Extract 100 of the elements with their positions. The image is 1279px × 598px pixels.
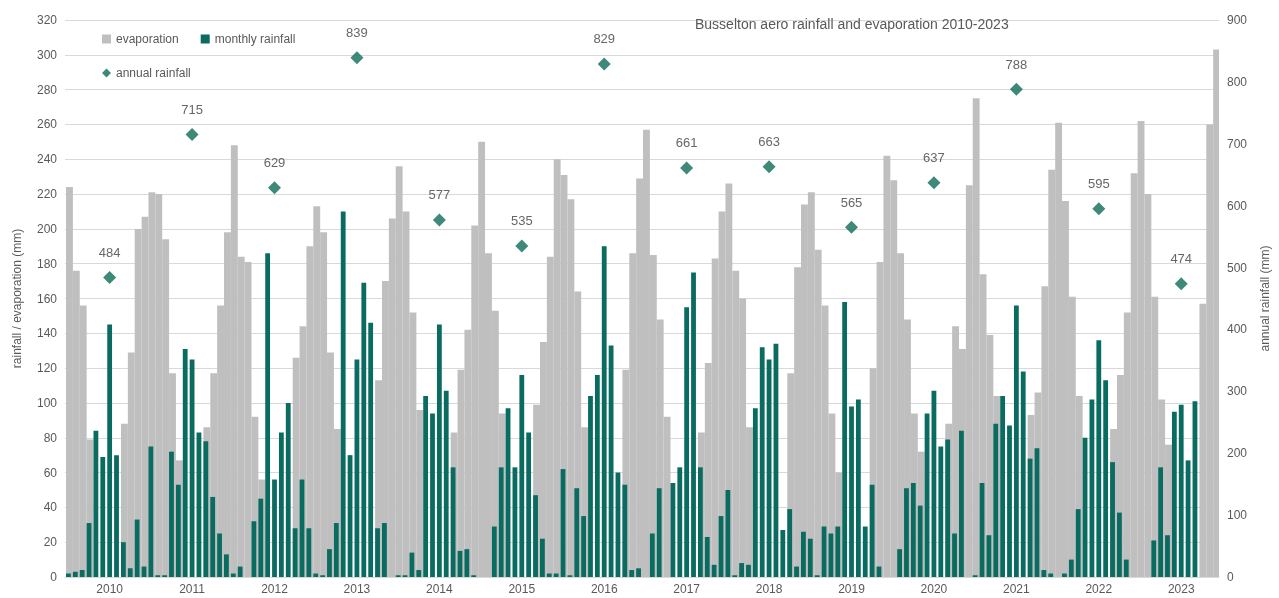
bar (539, 538, 545, 577)
bar (450, 467, 456, 577)
point (762, 160, 776, 174)
y-tick-label: 240 (36, 152, 58, 167)
bar (1075, 509, 1081, 577)
bar (443, 390, 449, 577)
y-tick-label: 160 (36, 291, 58, 306)
bar (945, 439, 951, 577)
point (515, 239, 529, 253)
bar (1116, 512, 1122, 577)
point (680, 161, 694, 175)
bar (986, 535, 992, 577)
bar (79, 570, 85, 577)
y-tick-label: 0 (50, 570, 58, 584)
y-tick-label: 80 (43, 430, 58, 445)
bar (533, 495, 538, 577)
bar (711, 564, 717, 577)
data-label: 535 (510, 213, 533, 229)
point (432, 213, 446, 227)
x-tick-label: 2012 (261, 582, 289, 596)
bar (114, 455, 119, 577)
bar (835, 526, 841, 577)
bar (436, 324, 442, 577)
point (927, 176, 941, 190)
bar (1007, 425, 1012, 577)
bar (1103, 380, 1109, 577)
bar (491, 526, 497, 577)
bar (203, 441, 209, 577)
bar (807, 538, 813, 577)
bar (430, 413, 435, 577)
chart-title: Busselton aero rainfall and evaporation 2010-2023 (695, 16, 1009, 32)
bar (938, 446, 944, 577)
bar (801, 531, 806, 577)
bar (368, 322, 374, 577)
x-tick-label: 2018 (755, 582, 783, 596)
x-tick-label: 2015 (508, 582, 536, 596)
data-label: 565 (840, 194, 863, 210)
bar (725, 489, 731, 577)
bar (423, 395, 429, 577)
bar (416, 570, 422, 577)
bar (251, 521, 257, 577)
bar (855, 399, 861, 577)
bar (1123, 559, 1129, 577)
point (1174, 277, 1188, 291)
bar (409, 552, 415, 577)
legend-label: evaporation (116, 32, 179, 46)
bar (601, 246, 607, 577)
bar (794, 566, 799, 577)
bar (581, 516, 587, 577)
y2-tick-label: 400 (1227, 322, 1248, 337)
x-tick-label: 2014 (426, 582, 454, 596)
bar (72, 571, 78, 577)
y2-tick-label: 500 (1227, 260, 1248, 275)
data-label: 788 (1005, 56, 1028, 72)
point (1092, 202, 1106, 216)
y-tick-label: 20 (43, 535, 58, 550)
bar (107, 324, 113, 577)
bar (691, 272, 696, 577)
bar (265, 253, 271, 577)
bar (697, 467, 703, 577)
bar (285, 402, 291, 577)
data-label: 484 (98, 244, 121, 260)
bar (148, 446, 154, 577)
bar (498, 467, 504, 577)
y2-tick-label: 200 (1227, 446, 1248, 461)
y-tick-label: 200 (36, 221, 58, 236)
bar (959, 430, 964, 577)
bar (217, 533, 222, 577)
point (1009, 82, 1023, 96)
bar (1000, 395, 1006, 577)
point (103, 270, 117, 284)
point (268, 181, 282, 195)
y-tick-label: 260 (36, 117, 58, 132)
bar (175, 484, 181, 577)
bar (464, 549, 470, 577)
x-tick-label: 2021 (1003, 582, 1031, 596)
y2-tick-label: 300 (1227, 384, 1248, 399)
x-tick-label: 2010 (96, 582, 124, 596)
bar (594, 375, 600, 577)
bar (361, 282, 367, 577)
x-tick-label: 2017 (673, 582, 701, 596)
point (845, 220, 859, 234)
bar (746, 564, 751, 577)
x-tick-label: 2020 (920, 582, 948, 596)
bar (258, 498, 264, 577)
bar (127, 568, 133, 577)
bar (917, 505, 923, 577)
bar (1110, 462, 1115, 577)
data-label: 661 (675, 135, 698, 151)
y-tick-label: 60 (43, 465, 58, 480)
bar (739, 563, 745, 577)
bar (828, 533, 834, 577)
data-label: 577 (428, 187, 451, 203)
bar (292, 528, 298, 577)
bar (237, 566, 243, 577)
bar (656, 488, 662, 577)
bar (327, 549, 332, 577)
bar (182, 348, 188, 577)
bar (704, 536, 710, 577)
bar (869, 484, 875, 577)
